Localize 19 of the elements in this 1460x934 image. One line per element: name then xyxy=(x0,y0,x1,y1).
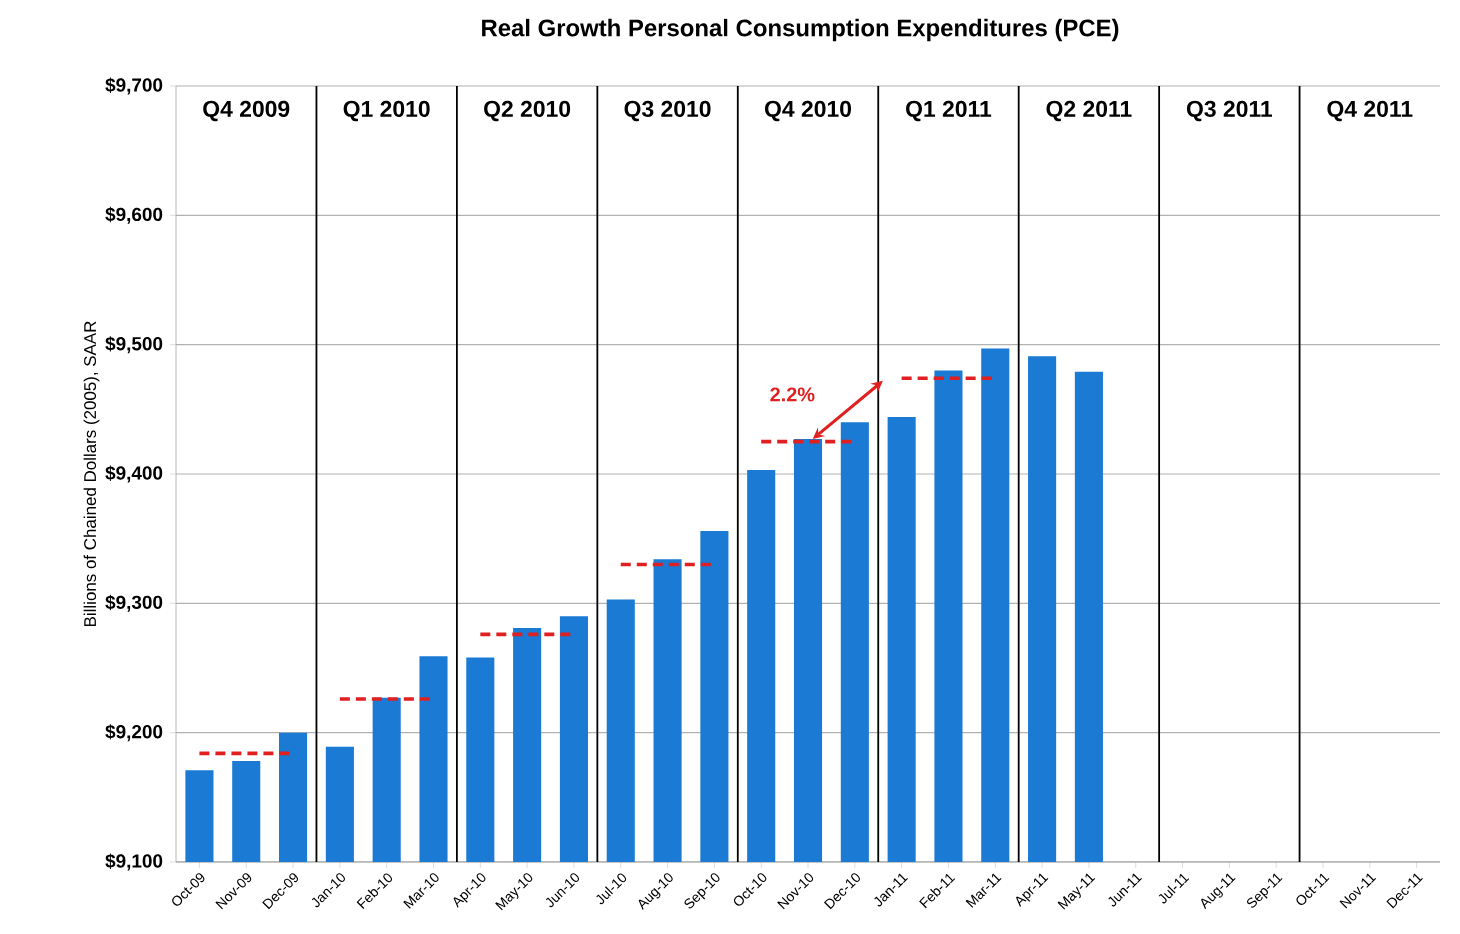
chart-title: Real Growth Personal Consumption Expenditures (PCE) xyxy=(482,18,1119,42)
annotation: Q1 2011 xyxy=(906,100,992,122)
y-tick-label: $9,100 xyxy=(105,853,163,871)
annotation: Q2 2011 xyxy=(1046,100,1132,122)
annotation: Q4 2009 xyxy=(203,100,290,122)
annotation: Q3 2010 xyxy=(624,100,711,122)
y-tick-label: $9,200 xyxy=(105,724,163,742)
annotation: 2.2% xyxy=(770,387,815,402)
annotation: Q3 2011 xyxy=(1186,100,1273,122)
annotation: Q2 2010 xyxy=(484,100,571,122)
annotation: Q4 2011 xyxy=(1327,100,1413,122)
annotation: Q4 2010 xyxy=(765,100,852,122)
y-tick-label: $9,500 xyxy=(105,336,163,354)
y-tick-label: $9,400 xyxy=(105,465,163,483)
y-tick-label: $9,300 xyxy=(105,594,163,612)
y-tick-label: $9,600 xyxy=(105,206,163,224)
annotation: Q1 2010 xyxy=(343,100,430,122)
y-axis-title: Billions of Chained Dollars (2005), SAAR xyxy=(83,321,100,627)
y-tick-label: $9,700 xyxy=(105,77,163,95)
